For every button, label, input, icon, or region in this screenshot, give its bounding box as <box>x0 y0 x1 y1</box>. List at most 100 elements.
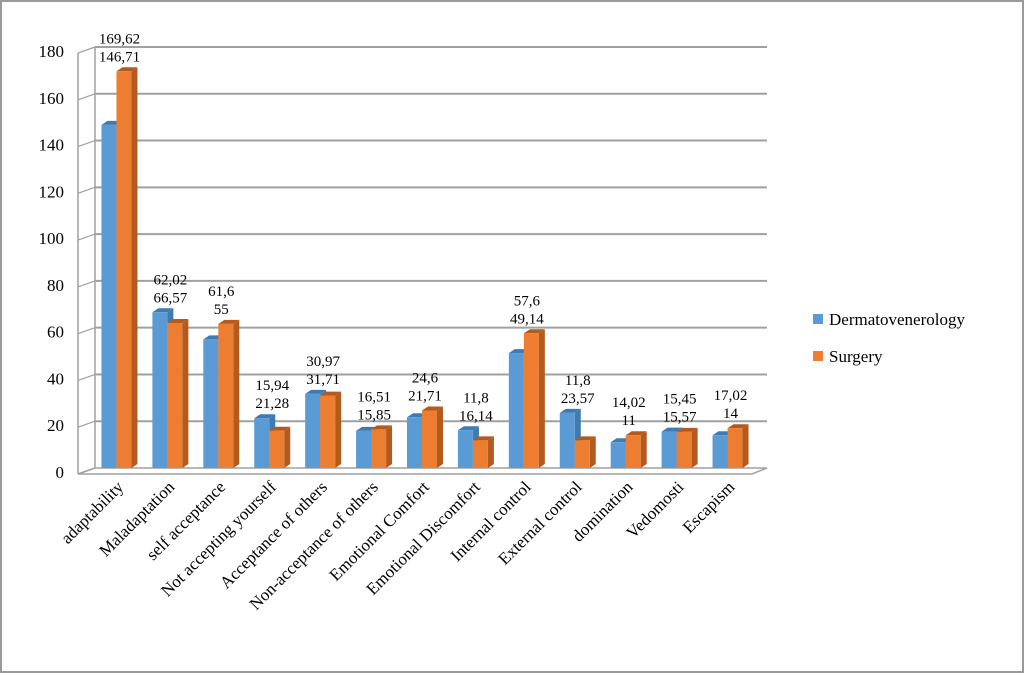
bar-top <box>422 406 443 411</box>
bar-dermatovenerology <box>203 339 219 468</box>
bar-side <box>386 425 393 468</box>
data-label-dermatovenerology: 11 <box>621 413 635 429</box>
data-label-surgery: 30,97 <box>306 354 340 370</box>
bar-top <box>727 424 749 429</box>
y-tick-label: 60 <box>47 323 64 342</box>
y-tick-label: 20 <box>47 416 64 435</box>
data-label-surgery: 24,6 <box>412 370 439 386</box>
bar-side <box>487 436 494 468</box>
legend-label: Surgery <box>829 347 883 366</box>
bar-top <box>523 329 545 334</box>
bar-top <box>305 389 327 394</box>
data-label-dermatovenerology: 31,71 <box>306 372 340 388</box>
bar-side <box>233 319 240 468</box>
bar-side <box>437 406 443 468</box>
bar-surgery <box>422 410 437 468</box>
gridline-side <box>77 233 96 241</box>
bar-surgery <box>625 435 641 468</box>
bar-dermatovenerology <box>559 412 575 468</box>
bar-dermatovenerology <box>152 312 168 468</box>
bar-side <box>182 318 189 468</box>
y-tick-label: 40 <box>47 369 64 388</box>
bar-top <box>116 67 138 72</box>
gridline-side <box>77 46 96 54</box>
bar-side <box>691 427 698 468</box>
bar-top <box>625 431 647 436</box>
bar-top <box>559 408 581 413</box>
bar-top <box>320 391 342 396</box>
data-label-surgery: 169,62 <box>99 31 140 47</box>
x-tick-label: Escapism <box>679 477 739 537</box>
data-label-dermatovenerology: 66,57 <box>154 290 188 306</box>
y-tick-label: 160 <box>39 89 65 108</box>
bar-side <box>742 424 749 468</box>
data-label-surgery: 15,94 <box>255 378 289 394</box>
bar-top <box>152 308 174 313</box>
bar-dermatovenerology <box>101 124 117 469</box>
data-label-dermatovenerology: 15,85 <box>357 407 391 423</box>
data-label-surgery: 62,02 <box>154 272 188 288</box>
data-label-dermatovenerology: 15,57 <box>663 410 697 426</box>
bar-side <box>284 426 291 468</box>
data-label-surgery: 15,45 <box>663 392 697 408</box>
bar-surgery <box>523 333 539 468</box>
gridline-side <box>77 280 96 288</box>
legend-swatch <box>813 314 823 324</box>
floor <box>77 467 768 475</box>
bar-top <box>574 436 596 441</box>
data-label-dermatovenerology: 23,57 <box>561 391 595 407</box>
gridline-side <box>77 420 96 428</box>
data-label-surgery: 16,51 <box>357 389 391 405</box>
bar-surgery <box>371 429 387 468</box>
bar-surgery <box>218 323 234 468</box>
data-label-surgery: 11,8 <box>463 390 489 406</box>
data-label-surgery: 14,02 <box>612 395 646 411</box>
legend-label: Dermatovenerology <box>829 310 965 329</box>
bar-side <box>131 67 138 469</box>
bar-top <box>661 427 683 432</box>
bar-surgery <box>727 428 743 468</box>
bar-top <box>676 427 698 432</box>
bar-top <box>167 318 189 323</box>
data-label-surgery: 17,02 <box>714 388 748 404</box>
bar-top <box>371 425 393 430</box>
bar-surgery <box>676 431 692 468</box>
gridline-side <box>77 327 96 335</box>
bar-surgery <box>167 322 183 468</box>
gridline-side <box>77 186 96 194</box>
data-label-surgery: 11,8 <box>565 373 591 389</box>
bar-surgery <box>472 440 488 468</box>
y-tick-label: 140 <box>39 136 65 155</box>
data-label-dermatovenerology: 14 <box>723 406 739 422</box>
bar-dermatovenerology <box>508 353 524 468</box>
y-tick-label: 180 <box>39 42 65 61</box>
bar-dermatovenerology <box>661 431 677 468</box>
y-tick-label: 100 <box>39 229 65 248</box>
bar-surgery <box>116 71 132 469</box>
y-tick-label: 0 <box>56 463 65 482</box>
bar-side <box>589 436 596 468</box>
data-label-dermatovenerology: 21,71 <box>408 388 442 404</box>
bar-dermatovenerology <box>305 393 321 468</box>
bar-top <box>269 426 291 431</box>
bar-dermatovenerology <box>610 442 626 468</box>
data-label-dermatovenerology: 16,14 <box>459 408 493 424</box>
bar-side <box>640 431 647 468</box>
bar-top <box>457 426 479 431</box>
y-tick-label: 120 <box>39 182 65 201</box>
bar-side <box>538 329 545 468</box>
data-label-dermatovenerology: 49,14 <box>510 311 544 327</box>
data-label-surgery: 57,6 <box>514 293 541 309</box>
bar-dermatovenerology <box>254 418 270 468</box>
bar-dermatovenerology <box>407 417 422 468</box>
bar-top <box>218 319 240 324</box>
bar-surgery <box>269 430 285 468</box>
bar-surgery <box>320 395 336 468</box>
bar-side <box>335 391 342 468</box>
bar-top <box>472 436 494 441</box>
gridline-side <box>77 373 96 382</box>
gridline-side <box>77 467 96 475</box>
bar-surgery <box>574 440 590 468</box>
